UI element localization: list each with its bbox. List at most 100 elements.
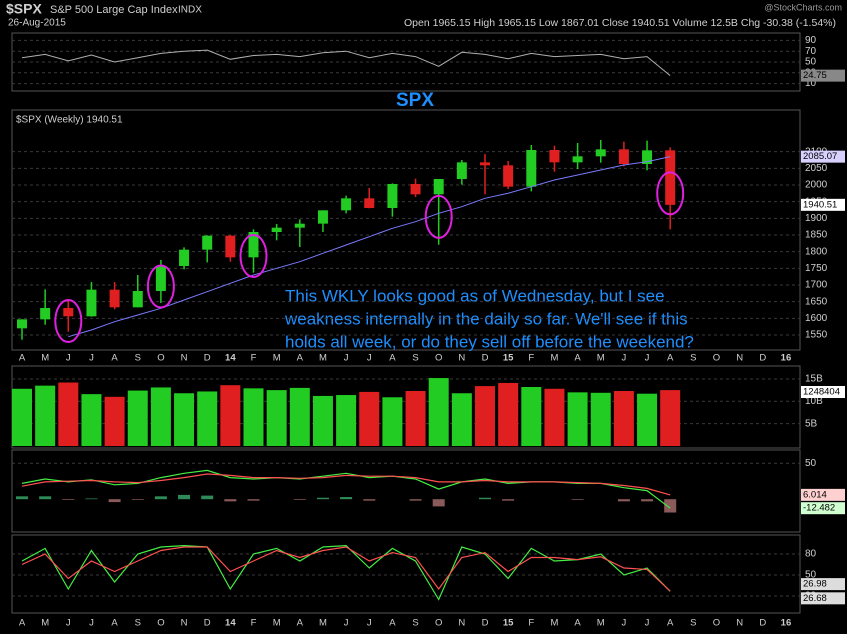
volume-bar (174, 393, 195, 446)
x-tick-label: 14 (225, 353, 236, 364)
annotation: holds all week, or do they sell off befo… (285, 332, 694, 351)
value-label: 26.68 (803, 593, 827, 604)
x-tick-label: D (759, 353, 766, 364)
legend: $SPX (Weekly) 1940.51 (16, 115, 123, 126)
y-tick-label: 10B (805, 396, 823, 407)
x-tick-label: A (389, 353, 396, 364)
candle-body (17, 319, 27, 329)
histogram-bar (502, 499, 515, 501)
stoch-panel (11, 534, 801, 614)
x-tick-label: F (251, 353, 257, 364)
x-tick-label: O (713, 353, 720, 364)
candle-body (410, 184, 421, 195)
x-tick-label: J (89, 353, 94, 364)
y-tick-label: 1850 (805, 230, 828, 241)
volume-bar (197, 391, 218, 446)
volume-bar (220, 385, 241, 446)
candle-body (155, 266, 166, 291)
candle-body (595, 149, 606, 157)
highlight-circle (54, 299, 83, 343)
date: 26-Aug-2015 (8, 18, 66, 29)
x-tick-label: S (412, 618, 418, 629)
candle-body (665, 150, 676, 205)
histogram-bar (432, 499, 445, 507)
x-tick-label: M (41, 618, 49, 629)
histogram-bar (108, 499, 121, 503)
y-tick-label: 1750 (805, 263, 828, 274)
value-label: 1248404 (803, 387, 840, 398)
histogram-bar (247, 499, 260, 501)
x-tick-label: S (690, 353, 696, 364)
y-tick-label: 1550 (805, 330, 828, 341)
histogram-bar (62, 499, 75, 500)
volume-bar (127, 390, 148, 446)
x-tick-label: 14 (225, 618, 236, 629)
candle-body (294, 223, 305, 228)
x-tick-label: M (550, 618, 558, 629)
x-tick-label: J (367, 353, 372, 364)
volume-bar (567, 392, 588, 446)
volume-bar (266, 390, 287, 446)
x-tick-label: A (667, 353, 674, 364)
value-box (801, 592, 845, 605)
histogram-bar (409, 499, 422, 501)
y-tick-label: 2000 (805, 180, 828, 191)
volume-bar (12, 388, 32, 446)
x-tick-label: A (389, 618, 396, 629)
volume-bar (475, 386, 495, 446)
volume-bar (405, 391, 426, 446)
x-tick-label: A (19, 353, 26, 364)
candle-body (480, 162, 490, 166)
histogram-bar (201, 495, 214, 500)
x-tick-label: 16 (781, 353, 792, 364)
histogram-bar (340, 497, 353, 500)
candle-body (248, 232, 259, 258)
volume-bar (150, 387, 171, 446)
candle-body (202, 235, 213, 250)
candle-body (179, 249, 190, 266)
candle-body (109, 289, 120, 308)
y-tick-label: 50 (805, 570, 817, 581)
x-tick-label: S (412, 353, 418, 364)
x-tick-label: F (251, 618, 257, 629)
histogram-bar (178, 494, 191, 500)
x-tick-label: A (574, 353, 581, 364)
x-tick-label: D (204, 618, 211, 629)
volume-bar (428, 378, 449, 446)
volume-bar (521, 386, 542, 446)
y-tick-label: 1700 (805, 280, 828, 291)
volume-bar (243, 388, 264, 446)
line (21, 544, 671, 601)
volume-bar (590, 392, 611, 446)
x-tick-label: O (157, 353, 164, 364)
y-tick-label: 10 (805, 78, 817, 89)
quote: Open 1965.15 High 1965.15 Low 1867.01 Cl… (404, 17, 836, 29)
x-tick-label: N (736, 618, 743, 629)
x-tick-label: M (41, 353, 49, 364)
histogram-bar (224, 499, 237, 502)
y-tick-label: 80 (805, 549, 817, 560)
x-tick-label: S (135, 353, 141, 364)
candle-body (503, 165, 514, 187)
x-tick-label: A (667, 618, 674, 629)
volume-bar (35, 385, 56, 446)
histogram-bar (85, 498, 98, 500)
x-tick-label: N (181, 353, 188, 364)
x-tick-label: A (297, 618, 304, 629)
x-tick-label: J (367, 618, 372, 629)
y-tick-label: 15B (805, 374, 823, 385)
x-tick-label: A (111, 618, 118, 629)
candle-body (572, 156, 583, 163)
candle-body (433, 179, 444, 195)
x-tick-label: F (528, 353, 534, 364)
value-label: 2085.07 (803, 151, 837, 162)
histogram-bar (664, 499, 677, 513)
source: @StockCharts.com (764, 2, 842, 12)
x-tick-label: 15 (503, 618, 514, 629)
x-tick-label: J (344, 353, 349, 364)
candle-body (271, 227, 282, 232)
highlight-circle (656, 171, 685, 216)
volume-bar (382, 397, 403, 446)
macd-panel (11, 449, 801, 533)
